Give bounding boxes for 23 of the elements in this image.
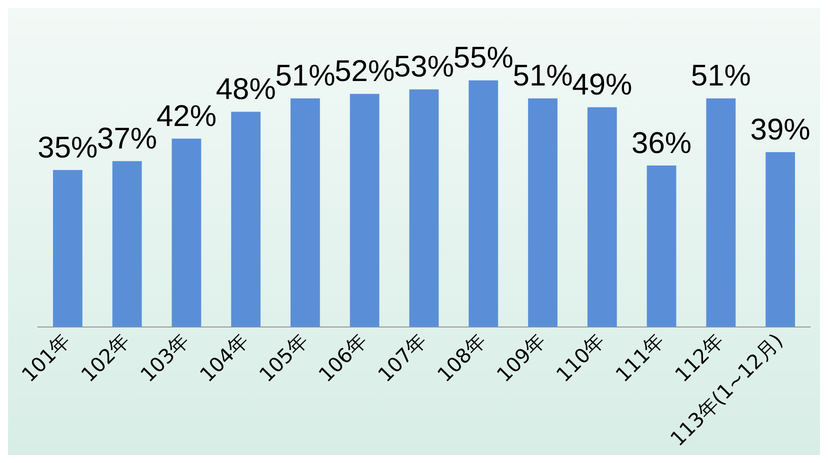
- data-label: 51%: [690, 60, 751, 93]
- data-label: 49%: [572, 68, 632, 102]
- x-tick-label: 101年: [16, 328, 75, 387]
- data-label: 37%: [97, 122, 158, 156]
- data-label: 42%: [156, 100, 216, 133]
- data-label: 35%: [38, 131, 98, 164]
- x-tick-label: 102年: [76, 328, 134, 387]
- data-label: 39%: [750, 113, 810, 146]
- data-label: 51%: [275, 60, 336, 93]
- data-label: 53%: [394, 50, 454, 84]
- data-label: 36%: [632, 126, 692, 160]
- data-label: 48%: [216, 73, 276, 106]
- data-label: 51%: [512, 60, 573, 93]
- x-tick-label: 103年: [136, 328, 194, 387]
- x-tick-label: 109年: [492, 328, 550, 387]
- x-tick-label: 106年: [314, 328, 372, 387]
- data-label: 55%: [453, 42, 514, 75]
- x-tick-label: 110年: [551, 328, 610, 387]
- x-tick-label: 104年: [194, 328, 254, 387]
- x-tick-label: 111年: [610, 328, 669, 387]
- data-label: 52%: [334, 55, 395, 88]
- x-tick-label: 108年: [432, 328, 491, 387]
- x-tick-label: 105年: [254, 328, 312, 387]
